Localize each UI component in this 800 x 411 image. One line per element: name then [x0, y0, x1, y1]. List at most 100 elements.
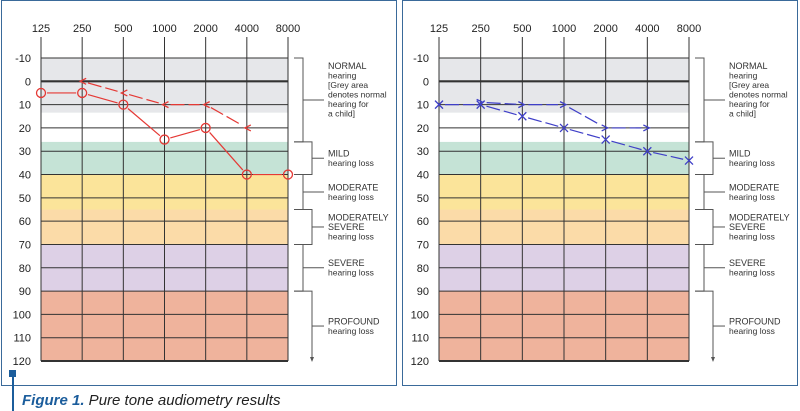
data-point-bone-left [78, 77, 87, 85]
bracket-arrow [711, 357, 715, 362]
y-tick-label: 110 [13, 333, 31, 345]
x-tick-label: 125 [430, 23, 448, 35]
category-bracket [294, 141, 313, 176]
y-tick-label: 120 [411, 356, 429, 368]
category-bracket [294, 174, 304, 210]
category-label: MODERATE [328, 182, 378, 192]
category-label: hearing loss [729, 158, 775, 168]
y-tick-label: 10 [417, 100, 429, 112]
data-point-bone-left [243, 124, 252, 132]
category-label: a child] [328, 109, 355, 119]
y-tick-label: 30 [19, 146, 31, 158]
series-line [87, 94, 118, 104]
y-tick-label: 60 [19, 216, 31, 228]
x-tick-label: 1000 [152, 23, 176, 35]
y-tick-label: 20 [417, 123, 429, 135]
data-point-circle [35, 87, 47, 99]
y-tick-label: 40 [417, 170, 429, 182]
x-tick-label: 4000 [235, 23, 259, 35]
category-bracket [695, 290, 714, 361]
x-tick-label: 8000 [276, 23, 300, 35]
chart-svg: -10 0 10 20 30 40 50 60 70 80 90 100 110 120 125 250 500… [13, 23, 389, 368]
category-bracket [294, 209, 313, 245]
data-point-x [559, 123, 569, 133]
y-tick-label: 100 [13, 309, 31, 321]
bracket-arrow [310, 357, 314, 362]
y-tick-label: -10 [413, 53, 429, 65]
category-label: hearing loss [328, 192, 374, 202]
category-label: hearing loss [729, 326, 775, 336]
category-label: SEVERE [729, 222, 766, 232]
y-tick-label: 20 [19, 123, 31, 135]
data-point-x [601, 135, 611, 145]
figure-caption: Figure 1. Pure tone audiometry results [22, 392, 280, 409]
y-tick-label: 0 [423, 76, 429, 88]
chart-svg: -10 0 10 20 30 40 50 60 70 80 90 100 110 120 125 250 500… [411, 23, 790, 368]
category-label: hearing for [328, 99, 369, 109]
category-label: PROFOUND [328, 316, 380, 326]
category-label: NORMAL [729, 61, 768, 71]
category-label: MODERATE [729, 182, 779, 192]
data-point-circle [77, 87, 88, 99]
category-bracket [695, 141, 714, 176]
y-tick-label: 80 [19, 263, 31, 275]
category-label: SEVERE [729, 258, 766, 268]
data-point-bone-left [119, 89, 128, 97]
y-tick-label: 120 [13, 356, 31, 368]
x-tick-label: 8000 [677, 23, 701, 35]
y-tick-label: 40 [19, 170, 31, 182]
data-point-bone-right [601, 124, 610, 132]
category-label: hearing loss [729, 192, 775, 202]
series-line [210, 107, 242, 126]
category-label: hearing loss [729, 268, 775, 278]
category-label: [Grey area [328, 80, 368, 90]
x-tick-label: 500 [513, 23, 531, 35]
category-label: hearing [328, 71, 357, 81]
audiogram-left: -10 0 10 20 30 40 50 60 70 80 90 100 110 120 125 250 500… [1, 0, 397, 386]
data-point-circle [159, 134, 170, 145]
category-label: a child] [729, 109, 756, 119]
data-point-bone-left [202, 101, 210, 109]
series-line [170, 128, 201, 139]
category-label: hearing loss [328, 231, 374, 241]
series-line [569, 128, 601, 139]
y-tick-label: 60 [417, 216, 429, 228]
audiogram-right: -10 0 10 20 30 40 50 60 70 80 90 100 110 120 125 250 500… [402, 0, 798, 386]
y-tick-label: 10 [19, 100, 31, 112]
y-tick-label: 30 [417, 146, 429, 158]
category-label: hearing loss [328, 158, 374, 168]
category-bracket [695, 243, 705, 292]
y-tick-label: 110 [411, 333, 429, 345]
data-point-circle [200, 122, 211, 134]
category-label: SEVERE [328, 258, 365, 268]
series-line [653, 151, 684, 160]
series-line [87, 82, 118, 92]
series-line [611, 140, 642, 151]
data-point-x [642, 146, 652, 156]
x-tick-label: 2000 [193, 23, 217, 35]
data-point-x [434, 100, 444, 110]
y-tick-label: 50 [417, 193, 429, 205]
category-label: denotes normal [328, 90, 387, 100]
x-tick-label: 125 [32, 23, 50, 35]
category-label: [Grey area [729, 80, 769, 90]
category-label: MILD [328, 148, 350, 158]
y-tick-label: 90 [417, 286, 429, 298]
category-bracket [695, 209, 714, 245]
series-line [527, 117, 559, 127]
category-label: MODERATELY [328, 212, 389, 222]
caption-marker-square [9, 370, 16, 377]
data-point-circle [282, 169, 294, 180]
x-tick-label: 1000 [552, 23, 576, 35]
series-line [568, 107, 601, 126]
data-point-bone-right [559, 101, 568, 109]
y-tick-label: 70 [19, 239, 31, 251]
series-line [209, 132, 244, 171]
data-point-bone-right [476, 98, 485, 106]
category-label: hearing loss [729, 231, 775, 241]
data-point-bone-right [518, 101, 526, 109]
category-bracket [294, 57, 304, 143]
data-point-circle [241, 169, 252, 180]
caption-marker [12, 370, 14, 411]
x-tick-label: 4000 [635, 23, 659, 35]
